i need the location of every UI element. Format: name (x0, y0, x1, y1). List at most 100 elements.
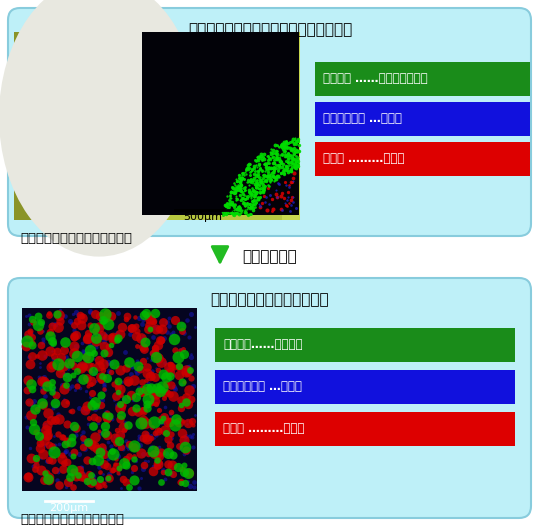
Point (40, 421, 49, 429)
Point (175, 362, 184, 370)
Point (252, 188, 261, 196)
Point (50, 387, 58, 395)
Point (70, 349, 78, 358)
Point (288, 153, 297, 162)
Point (137, 388, 146, 396)
Point (281, 157, 290, 165)
Point (291, 162, 300, 170)
Point (161, 388, 170, 397)
Point (64, 442, 73, 450)
Point (26, 380, 35, 388)
Point (42, 381, 51, 390)
Point (112, 376, 121, 385)
Point (61, 381, 70, 390)
Point (163, 318, 172, 327)
Point (163, 450, 171, 459)
Point (275, 154, 284, 163)
Point (175, 362, 183, 371)
Point (97, 396, 106, 404)
Bar (282, 32, 300, 220)
Point (280, 141, 288, 149)
Bar (215, 412, 515, 446)
Point (254, 167, 262, 176)
Point (158, 318, 167, 327)
Point (241, 208, 250, 216)
Point (240, 200, 248, 208)
Point (248, 206, 257, 214)
Point (278, 167, 287, 175)
Point (47, 341, 56, 349)
Point (292, 154, 301, 163)
Point (160, 412, 168, 420)
Point (246, 204, 254, 213)
Point (267, 153, 276, 161)
Point (119, 475, 128, 484)
Point (285, 161, 294, 169)
Point (80, 361, 88, 370)
Point (78, 339, 86, 347)
Point (139, 343, 148, 352)
Point (91, 433, 99, 441)
Point (147, 434, 155, 442)
Point (120, 459, 128, 467)
Point (273, 155, 282, 164)
Point (165, 390, 174, 398)
Point (255, 165, 264, 173)
Point (96, 374, 105, 382)
Point (166, 440, 175, 449)
Point (235, 205, 244, 214)
Point (274, 142, 282, 150)
Point (113, 439, 122, 447)
Point (84, 362, 93, 370)
Point (267, 175, 275, 183)
Point (267, 145, 275, 153)
Point (294, 147, 302, 155)
Point (233, 181, 242, 189)
Point (252, 153, 261, 162)
Point (165, 417, 174, 426)
Point (268, 195, 277, 203)
Point (161, 380, 170, 388)
Point (100, 382, 108, 390)
Point (167, 409, 175, 417)
Point (56, 306, 64, 314)
Point (177, 322, 185, 330)
Point (147, 355, 155, 364)
Point (190, 483, 198, 491)
Point (149, 349, 157, 358)
Point (49, 404, 58, 412)
Point (113, 335, 121, 344)
Point (133, 369, 142, 377)
Point (95, 482, 103, 490)
Point (271, 175, 279, 184)
Point (72, 308, 80, 316)
Point (38, 384, 47, 392)
Point (149, 390, 157, 398)
Point (51, 440, 60, 449)
Point (155, 443, 164, 451)
Point (86, 341, 94, 350)
Point (279, 169, 288, 177)
Point (235, 171, 244, 180)
Point (86, 478, 95, 486)
Point (122, 460, 130, 469)
Point (281, 199, 289, 207)
Point (55, 440, 64, 448)
Point (244, 165, 252, 174)
Point (73, 352, 81, 361)
Point (45, 311, 53, 319)
Point (77, 463, 86, 471)
Point (149, 434, 158, 442)
Point (288, 177, 296, 186)
Point (294, 157, 302, 165)
Point (101, 428, 110, 437)
Point (278, 141, 286, 149)
Point (47, 347, 56, 355)
Point (102, 309, 111, 317)
Point (238, 194, 247, 202)
Point (67, 433, 76, 442)
Point (291, 159, 299, 167)
Point (249, 192, 258, 201)
Point (236, 175, 245, 184)
Point (49, 355, 57, 364)
